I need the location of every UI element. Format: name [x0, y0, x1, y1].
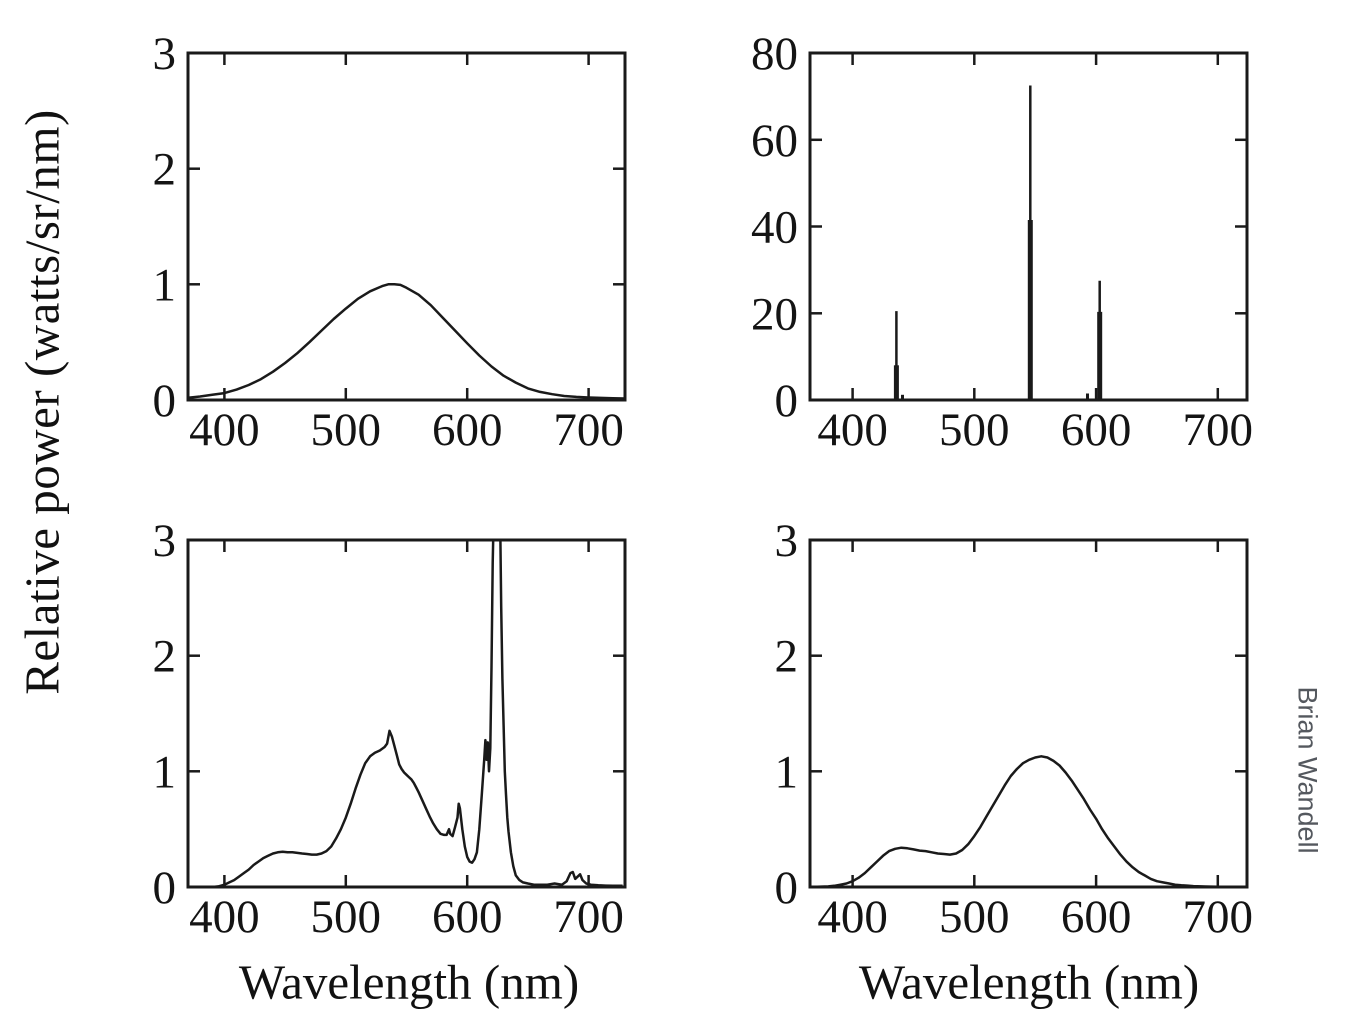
x-tick-label: 600 — [1061, 891, 1132, 943]
y-tick-label: 2 — [153, 144, 177, 196]
x-tick-label: 600 — [432, 891, 503, 943]
plot-box — [186, 51, 627, 402]
plot-box — [186, 538, 627, 889]
plot-top-left-broadband-spectrum: 400 500 600 700 0 1 2 3 — [153, 28, 627, 456]
y-tick-label: 80 — [751, 28, 798, 80]
y-tick-label: 0 — [775, 375, 799, 427]
x-tick-label: 600 — [432, 404, 503, 456]
y-tick-label: 1 — [775, 746, 799, 798]
x-tick-label: 400 — [817, 404, 888, 456]
y-tick-label: 40 — [751, 202, 798, 254]
x-tick-label: 600 — [1061, 404, 1132, 456]
x-axis-label-left: Wavelength (nm) — [238, 954, 580, 1010]
y-tick-label: 2 — [775, 631, 799, 683]
x-tick-label: 400 — [817, 891, 888, 943]
x-tick-label: 700 — [553, 891, 624, 943]
x-tick-label: 700 — [1183, 404, 1254, 456]
x-tick-label: 700 — [553, 404, 624, 456]
y-axis-label: Relative power (watts/sr/nm) — [14, 109, 70, 695]
x-tick-label: 400 — [189, 891, 260, 943]
y-tick-label: 2 — [153, 631, 177, 683]
spectrum-curve — [188, 540, 623, 887]
y-tick-label: 0 — [775, 862, 799, 914]
plot-top-right-line-spectrum: 400 500 600 700 0 20 40 60 80 — [751, 28, 1254, 456]
x-tick-label: 500 — [939, 891, 1010, 943]
x-tick-label: 400 — [189, 404, 260, 456]
y-tick-label: 3 — [775, 515, 799, 567]
y-tick-label: 3 — [153, 515, 177, 567]
x-axis-label-right: Wavelength (nm) — [858, 954, 1200, 1010]
x-tick-label: 700 — [1183, 891, 1254, 943]
x-tick-label: 500 — [939, 404, 1010, 456]
y-tick-label: 0 — [153, 862, 177, 914]
y-tick-label: 1 — [153, 259, 177, 311]
y-tick-label: 60 — [751, 115, 798, 167]
spectrum-curve — [810, 755, 1247, 887]
plot-bottom-left-fluorescent-spectrum: 400 500 600 700 0 1 2 3 — [153, 515, 627, 943]
x-tick-label: 500 — [311, 404, 382, 456]
y-tick-label: 1 — [153, 746, 177, 798]
y-tick-label: 0 — [153, 375, 177, 427]
y-tick-label: 3 — [153, 28, 177, 80]
spectrum-curve — [188, 283, 625, 400]
x-tick-label: 500 — [311, 891, 382, 943]
plot-box — [808, 538, 1249, 889]
credit-text: Brian Wandell — [1292, 686, 1323, 854]
y-tick-label: 20 — [751, 288, 798, 340]
plot-bottom-right-double-hump-spectrum: 400 500 600 700 0 1 2 3 — [775, 515, 1254, 943]
